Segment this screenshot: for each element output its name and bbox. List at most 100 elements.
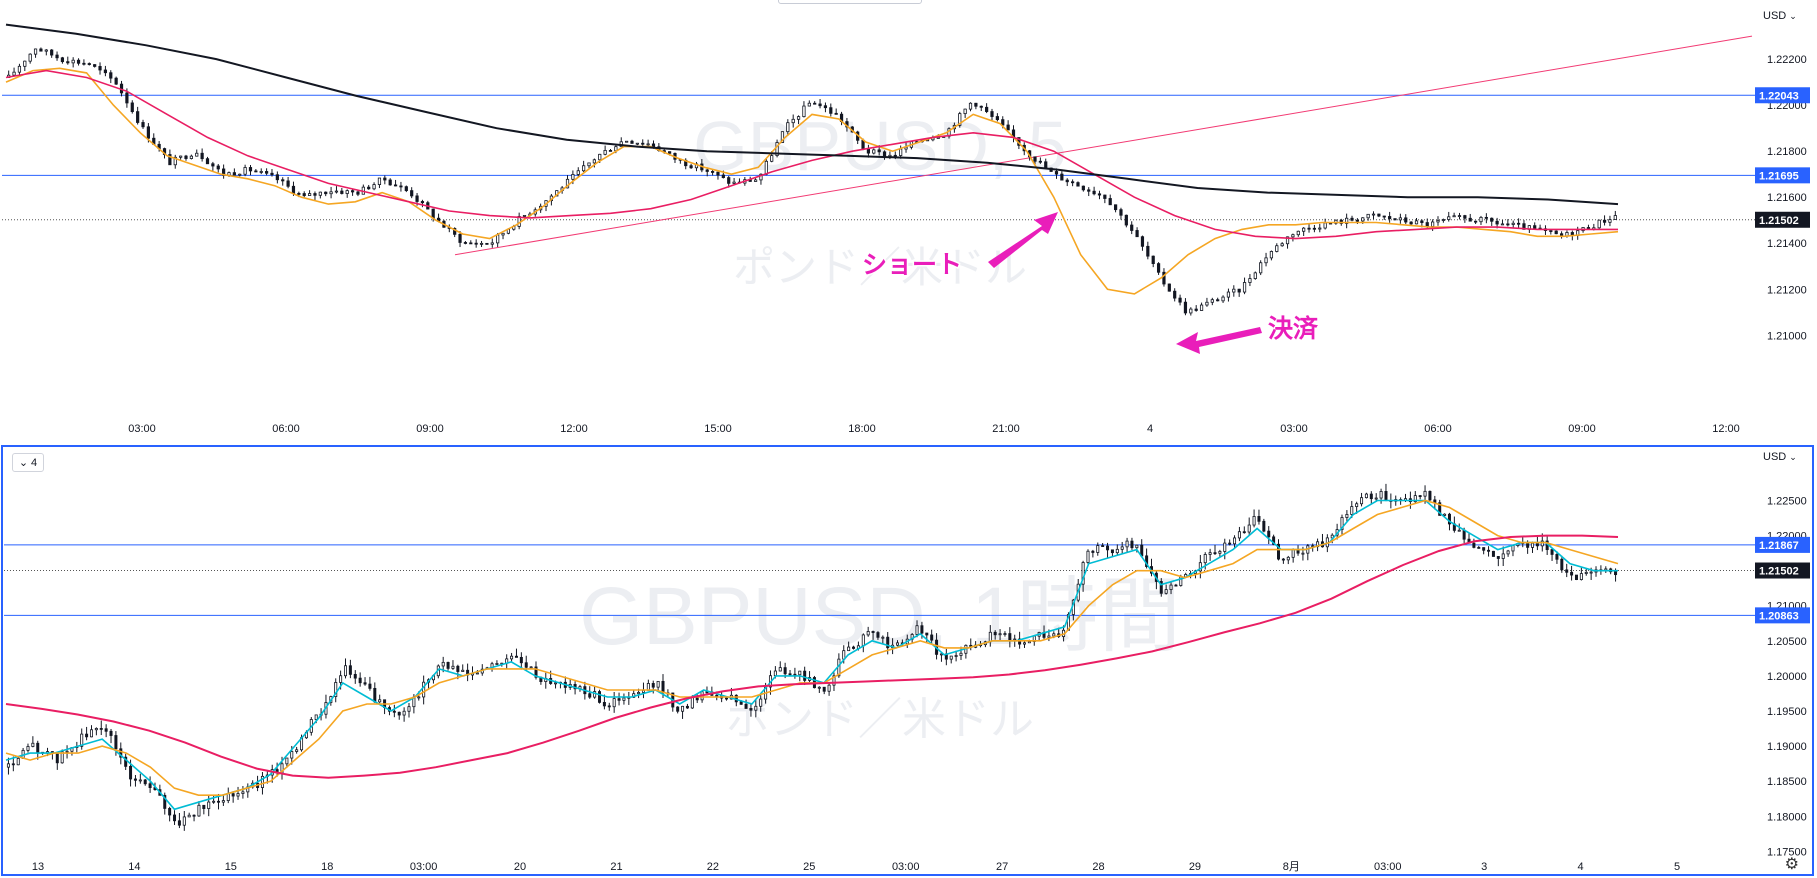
candle-body <box>1484 216 1488 219</box>
candle-body <box>783 667 787 675</box>
candle-body <box>1550 549 1554 555</box>
candle-body <box>1574 574 1578 581</box>
candle-body <box>1369 493 1373 500</box>
x-tick-label: 06:00 <box>1424 423 1452 435</box>
candle-body <box>23 60 27 67</box>
candle-body <box>1291 549 1295 558</box>
candle-body <box>1103 194 1107 199</box>
candle-body <box>803 670 807 681</box>
chart-pane-1hour[interactable]: GBPUSD, 1時間ポンド／米ドル1.225001.220001.215001… <box>0 444 1817 878</box>
candle-body <box>138 779 142 782</box>
candle-body <box>119 748 123 758</box>
gear-icon[interactable]: ⚙ <box>1784 856 1799 873</box>
candle-body <box>920 625 924 634</box>
candle-body <box>529 666 533 669</box>
candle-body <box>1301 552 1305 555</box>
candle-body <box>458 233 462 243</box>
x-tick-label: 25 <box>803 861 815 873</box>
candle-body <box>637 692 641 695</box>
candle-body <box>1360 497 1364 505</box>
candle-body <box>85 733 89 738</box>
candle-body <box>993 631 997 636</box>
candle-body <box>348 665 352 675</box>
candle-body <box>1423 490 1427 497</box>
y-tick-label: 1.17500 <box>1767 846 1807 858</box>
candle-body <box>353 673 357 679</box>
horizontal-level-label: 1.20863 <box>1759 610 1799 622</box>
candle-body <box>202 804 206 809</box>
candle-body <box>1330 534 1334 539</box>
candle-body <box>990 111 994 117</box>
candle-body <box>1119 209 1123 216</box>
candle-body <box>834 112 838 115</box>
chart-pane-5min[interactable]: GBPUSD, 5ポンド／米ドル1.222001.220001.218001.2… <box>0 0 1817 444</box>
candle-body <box>1482 547 1486 551</box>
candle-body <box>1169 584 1173 591</box>
candle-body <box>469 242 473 245</box>
candle-body <box>732 181 736 184</box>
x-tick-label: 03:00 <box>1280 423 1308 435</box>
candle-body <box>1533 225 1537 229</box>
candle-body <box>1302 227 1306 232</box>
candle-body <box>1345 514 1349 518</box>
pane-drag-handle[interactable] <box>778 0 922 4</box>
candle-body <box>125 92 129 104</box>
candle-body <box>1228 542 1232 545</box>
candle-body <box>1413 495 1417 503</box>
candle-body <box>1277 543 1281 560</box>
candle-body <box>195 152 199 157</box>
candle-body <box>148 783 152 788</box>
x-tick-label: 03:00 <box>1374 861 1402 873</box>
candle-body <box>302 193 306 196</box>
chevron-down-icon: ⌄ <box>1789 11 1797 21</box>
candle-body <box>759 698 763 707</box>
candle-body <box>1106 545 1110 551</box>
candle-body <box>358 677 362 684</box>
candle-body <box>475 672 479 675</box>
candle-body <box>895 642 899 646</box>
candle-body <box>861 139 865 150</box>
candle-body <box>1027 641 1031 644</box>
candle-body <box>76 59 81 64</box>
candle-body <box>872 149 876 154</box>
candle-body <box>1275 245 1279 252</box>
candle-body <box>1044 161 1048 169</box>
x-tick-label: 21:00 <box>992 423 1020 435</box>
candle-body <box>60 751 64 764</box>
candle-body <box>456 665 460 672</box>
candle-body <box>608 150 613 152</box>
candle-body <box>236 793 240 797</box>
candle-body <box>764 160 768 175</box>
legend-toggle-button[interactable]: ⌄ 4 <box>12 453 44 472</box>
x-tick-label: 29 <box>1189 861 1201 873</box>
candle-body <box>813 102 817 105</box>
candle-body <box>685 705 689 709</box>
candle-body <box>1060 173 1064 181</box>
y-tick-label: 1.19500 <box>1767 706 1807 718</box>
candle-body <box>1468 217 1472 222</box>
candle-body <box>954 655 958 657</box>
horizontal-level-label: 1.22043 <box>1759 90 1799 102</box>
candle-body <box>103 69 108 74</box>
candle-body <box>689 165 693 169</box>
currency-selector-bottom[interactable]: USD ⌄ <box>1763 451 1797 463</box>
candle-body <box>1226 291 1231 298</box>
candle-body <box>1259 262 1263 274</box>
candle-body <box>1366 213 1370 219</box>
candle-body <box>1210 299 1214 303</box>
candle-body <box>373 687 377 703</box>
current-price-badge <box>1755 211 1810 228</box>
candle-body <box>1425 222 1429 227</box>
candle-body <box>607 705 611 708</box>
candle-body <box>876 632 880 638</box>
candle-body <box>1286 556 1290 561</box>
candle-body <box>1472 542 1476 548</box>
candle-body <box>216 800 220 803</box>
candle-body <box>221 800 225 803</box>
currency-selector-top[interactable]: USD ⌄ <box>1763 10 1797 22</box>
candle-body <box>1323 222 1327 229</box>
candle-body <box>974 102 978 107</box>
candle-body <box>109 730 113 736</box>
candle-body <box>441 661 445 667</box>
candle-body <box>1318 227 1322 230</box>
